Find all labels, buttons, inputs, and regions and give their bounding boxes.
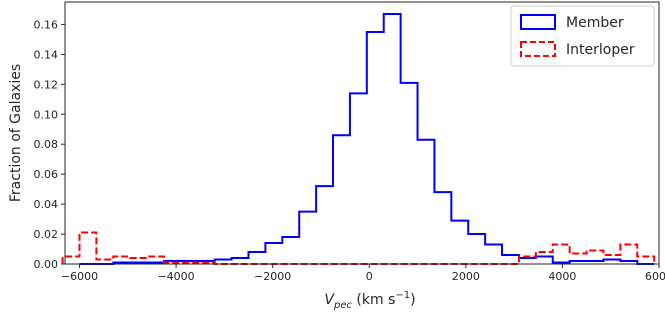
x-axis-label: Vpec (km s−1) (324, 290, 415, 311)
x-tick-label: 6000 (645, 270, 665, 283)
legend: Member Interloper (510, 5, 655, 67)
x-tick-label: −4000 (157, 270, 194, 283)
x-tick-label: 4000 (548, 270, 576, 283)
legend-label-member: Member (566, 15, 624, 31)
x-tick-label: −6000 (61, 270, 98, 283)
series-member-histogram (79, 12, 655, 265)
x-tick-label: 0 (366, 270, 373, 283)
y-tick-label: 0.08 (34, 138, 59, 151)
y-tick-label: 0.12 (34, 78, 59, 91)
y-tick-label: 0.14 (34, 48, 59, 61)
y-tick-label: 0.10 (34, 108, 59, 121)
y-tick-label: 0.04 (34, 198, 59, 211)
y-tick-label: 0.16 (34, 18, 59, 31)
y-axis-label: Fraction of Galaxies (8, 64, 24, 202)
legend-box (510, 5, 655, 67)
legend-swatch-member (520, 14, 556, 30)
y-tick-label: 0.02 (34, 228, 59, 241)
y-tick-label: 0.00 (34, 258, 59, 271)
axis-ticks: −6000 −4000 −2000 0 2000 4000 6000 0.00 0.02 0.04… (34, 18, 665, 283)
y-tick-label: 0.06 (34, 168, 59, 181)
x-tick-label: 2000 (452, 270, 480, 283)
legend-label-interloper: Interloper (566, 42, 635, 58)
x-tick-label: −2000 (254, 270, 291, 283)
legend-swatch-interloper (520, 41, 556, 57)
axes-frame (64, 1, 660, 265)
